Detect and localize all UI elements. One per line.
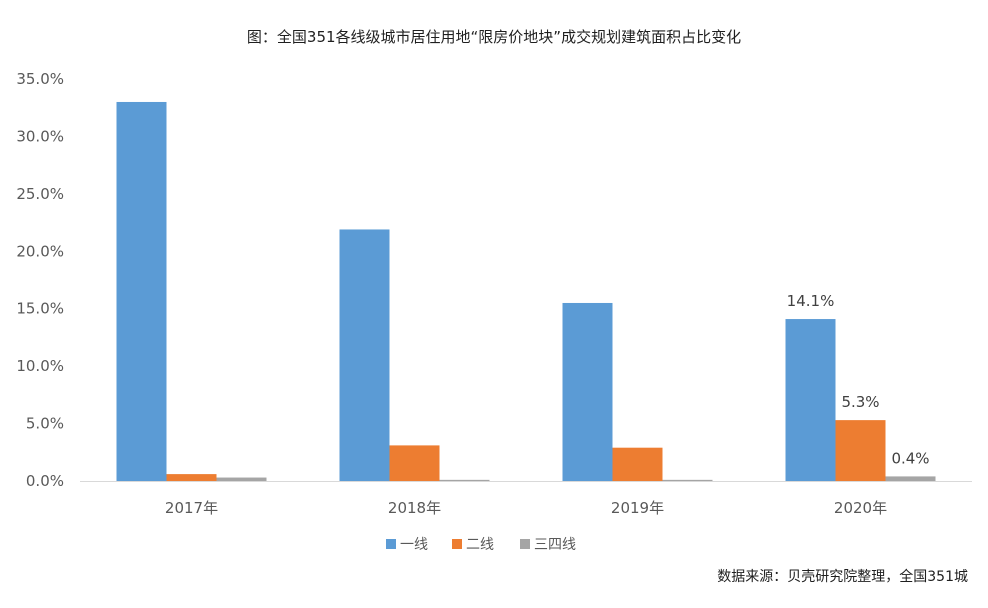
y-tick-label: 0.0% bbox=[26, 472, 64, 490]
bar-二线-2018年 bbox=[389, 445, 440, 481]
bar-一线-2017年 bbox=[116, 101, 167, 481]
source-note: 数据来源：贝壳研究院整理，全国351城 bbox=[717, 568, 968, 585]
y-tick-label: 10.0% bbox=[16, 357, 64, 375]
legend-swatch bbox=[520, 539, 530, 549]
y-tick-label: 30.0% bbox=[16, 127, 64, 145]
bar-二线-2017年 bbox=[166, 474, 217, 481]
bar-三四线-2018年 bbox=[439, 479, 490, 481]
legend-label: 一线 bbox=[400, 537, 428, 553]
x-axis-tick-labels: 2017年 2018年 2019年 2020年 bbox=[165, 499, 887, 517]
bar-一线-2019年 bbox=[562, 302, 613, 481]
x-tick-label: 2018年 bbox=[388, 499, 441, 517]
y-tick-label: 35.0% bbox=[16, 70, 64, 88]
bars bbox=[116, 101, 936, 481]
data-labels: 14.1% 5.3% 0.4% bbox=[787, 292, 930, 467]
bar-二线-2020年 bbox=[835, 420, 886, 481]
legend-item-一线: 一线 bbox=[386, 537, 428, 553]
legend-label: 二线 bbox=[466, 537, 494, 553]
legend-item-三四线: 三四线 bbox=[520, 537, 576, 553]
x-tick-label: 2020年 bbox=[834, 499, 887, 517]
data-label: 0.4% bbox=[891, 449, 929, 467]
y-tick-label: 15.0% bbox=[16, 300, 64, 318]
legend-swatch bbox=[452, 539, 462, 549]
legend-swatch bbox=[386, 539, 396, 549]
data-label: 14.1% bbox=[787, 292, 835, 310]
legend-item-二线: 二线 bbox=[452, 537, 494, 553]
chart-title: 图：全国351各线级城市居住用地“限房价地块”成交规划建筑面积占比变化 bbox=[247, 28, 741, 46]
data-label: 5.3% bbox=[841, 393, 879, 411]
x-tick-label: 2019年 bbox=[611, 499, 664, 517]
y-axis-tick-labels: 0.0% 5.0% 10.0% 15.0% 20.0% 25.0% 30.0% 35.0% bbox=[16, 70, 64, 490]
bar-三四线-2019年 bbox=[662, 479, 713, 481]
bar-二线-2019年 bbox=[612, 447, 663, 481]
x-tick-label: 2017年 bbox=[165, 499, 218, 517]
bar-三四线-2017年 bbox=[216, 477, 267, 481]
bar-一线-2020年 bbox=[785, 319, 836, 481]
y-tick-label: 20.0% bbox=[16, 242, 64, 260]
y-tick-label: 25.0% bbox=[16, 185, 64, 203]
bar-一线-2018年 bbox=[339, 229, 390, 481]
y-tick-label: 5.0% bbox=[26, 415, 64, 433]
legend-label: 三四线 bbox=[534, 537, 576, 553]
legend: 一线 二线 三四线 bbox=[386, 537, 576, 553]
bar-三四线-2020年 bbox=[885, 476, 936, 481]
